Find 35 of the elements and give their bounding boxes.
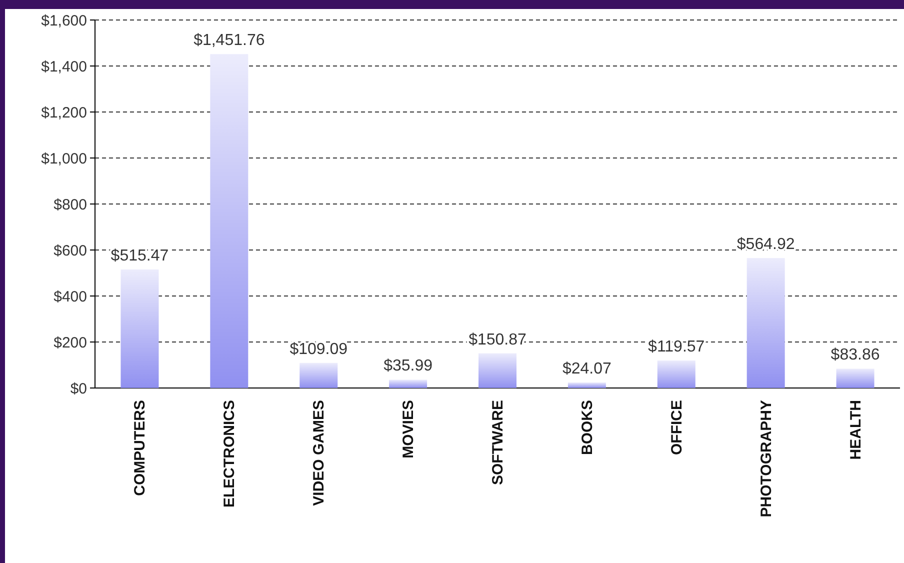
bar — [120, 269, 159, 388]
y-tick-label: $1,000 — [41, 150, 87, 168]
x-tick-label: HEALTH — [847, 400, 864, 460]
data-label: $83.86 — [830, 346, 880, 364]
x-tick-label: OFFICE — [668, 400, 686, 455]
x-tick-label: MOVIES — [400, 400, 418, 458]
y-tick-label: $1,200 — [41, 104, 87, 122]
x-tick-label: PHOTOGRAPHY — [758, 400, 775, 518]
bar — [657, 360, 696, 388]
x-tick-label: COMPUTERS — [132, 400, 149, 496]
bar — [300, 362, 338, 388]
data-label: $109.09 — [290, 340, 348, 358]
bar — [389, 380, 428, 388]
x-tick-label: ELECTRONICS — [221, 400, 238, 508]
x-tick-label: VIDEO GAMES — [310, 400, 328, 506]
data-label: $24.07 — [562, 360, 612, 378]
x-tick-label: SOFTWARE — [490, 400, 506, 485]
y-tick-label: $600 — [54, 242, 87, 260]
y-tick-label: $200 — [54, 334, 87, 352]
bar — [210, 54, 248, 388]
y-tick-label: $1,600 — [41, 12, 87, 30]
bar — [568, 382, 606, 388]
data-label: $564.92 — [736, 236, 795, 254]
bar — [836, 368, 874, 388]
y-tick-label: $800 — [54, 196, 87, 214]
x-tick-label: BOOKS — [578, 400, 596, 456]
y-tick-label: $400 — [54, 288, 87, 306]
data-label: $1,451.76 — [194, 32, 265, 50]
data-label: $119.57 — [648, 338, 705, 356]
bar — [746, 258, 785, 388]
data-label: $35.99 — [384, 358, 433, 375]
bar — [478, 353, 516, 388]
y-tick-label: $0 — [70, 380, 87, 398]
y-tick-label: $1,400 — [41, 58, 87, 76]
data-label: $150.87 — [468, 331, 527, 348]
